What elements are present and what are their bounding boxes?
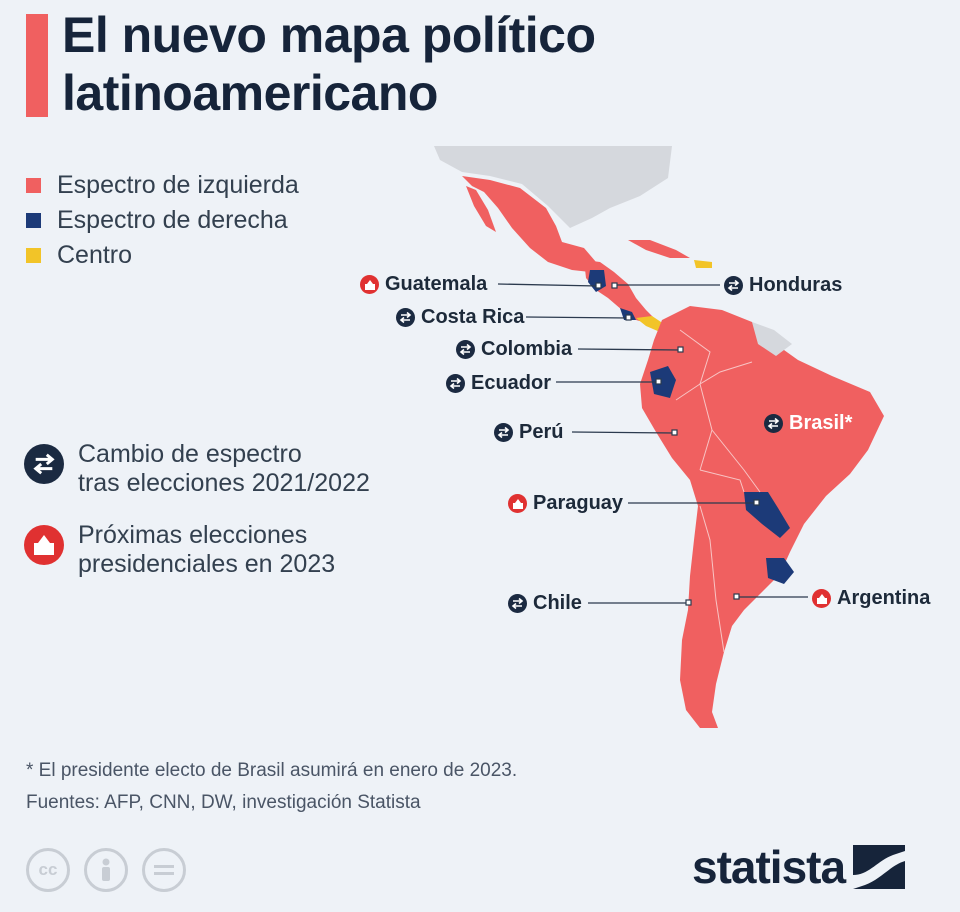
country-name-guatemala: Guatemala [385, 273, 487, 296]
cc-icon[interactable]: cc [26, 848, 70, 892]
country-name-honduras: Honduras [749, 274, 842, 297]
swap-icon [508, 594, 527, 613]
country-name-colombia: Colombia [481, 338, 572, 361]
statista-mark-icon [853, 845, 905, 889]
country-name-brasil: Brasil* [789, 412, 852, 435]
attribution-icon[interactable] [84, 848, 128, 892]
key-vote-line-2: presidenciales en 2023 [78, 550, 335, 579]
swap-icon [494, 423, 513, 442]
country-label-honduras: Honduras [724, 274, 842, 297]
country-name-chile: Chile [533, 592, 582, 615]
swap-icon [456, 340, 475, 359]
country-label-costa-rica: Costa Rica [396, 306, 524, 329]
country-name-costa-rica: Costa Rica [421, 306, 524, 329]
footnote: * El presidente electo de Brasil asumirá… [26, 760, 517, 782]
ballot-icon [812, 589, 831, 608]
country-name-paraguay: Paraguay [533, 492, 623, 515]
swap-icon [396, 308, 415, 327]
country-name-argentina: Argentina [837, 587, 930, 610]
country-label-paraguay: Paraguay [508, 492, 623, 515]
country-label-guatemala: Guatemala [360, 273, 487, 296]
statista-logo[interactable]: statista [692, 840, 905, 894]
swap-icon [764, 414, 783, 433]
country-label-colombia: Colombia [456, 338, 572, 361]
no-derivatives-icon[interactable] [142, 848, 186, 892]
country-name-ecuador: Ecuador [471, 372, 551, 395]
country-label-argentina: Argentina [812, 587, 930, 610]
key-change-line-1: Cambio de espectro [78, 440, 370, 469]
swap-icon [446, 374, 465, 393]
central-america-shape [584, 260, 654, 324]
swap-icon [24, 444, 64, 484]
country-label-peru: Perú [494, 421, 563, 444]
key-change-line-2: tras elecciones 2021/2022 [78, 469, 370, 498]
cuba-shape [628, 240, 690, 258]
swap-icon [724, 276, 743, 295]
ballot-icon [508, 494, 527, 513]
brand-name: statista [692, 840, 845, 894]
sources: Fuentes: AFP, CNN, DW, investigación Sta… [26, 792, 421, 814]
country-label-ecuador: Ecuador [446, 372, 551, 395]
key-vote-line-1: Próximas elecciones [78, 521, 335, 550]
country-label-chile: Chile [508, 592, 582, 615]
ballot-icon [360, 275, 379, 294]
country-name-peru: Perú [519, 421, 563, 444]
key-upcoming-elections: Próximas elecciones presidenciales en 20… [24, 521, 335, 579]
ballot-icon [24, 525, 64, 565]
north-america-landmass [434, 146, 672, 228]
country-label-brasil: Brasil* [764, 412, 852, 435]
key-spectrum-change: Cambio de espectro tras elecciones 2021/… [24, 440, 370, 498]
dominican-republic-shape [694, 260, 712, 268]
